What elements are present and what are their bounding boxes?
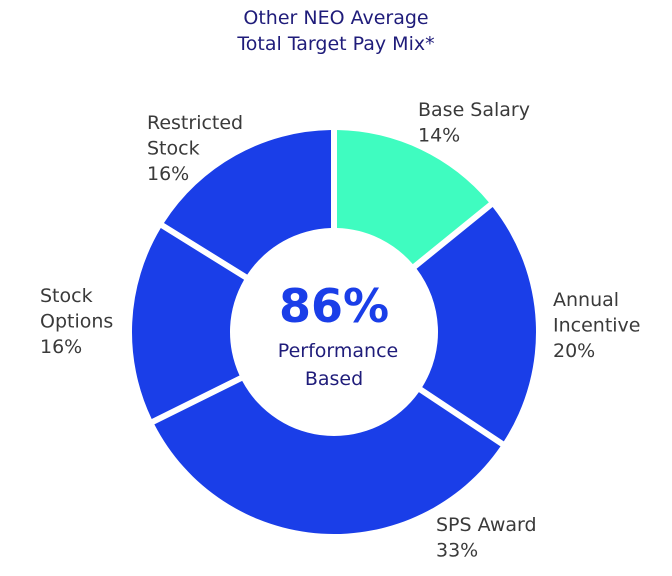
slice-base-salary (336, 130, 489, 265)
label-annual-incentive: Annual Incentive 20% (553, 289, 641, 362)
label-pct-annual-incentive: 20% (553, 340, 595, 362)
label-stock-options: Stock Options 16% (40, 285, 113, 358)
slice-annual-incentive (416, 206, 536, 442)
label-name-stock-options: Stock (40, 285, 93, 307)
center-line-1: Performance (278, 340, 398, 362)
label-name-sps-award: SPS Award (436, 514, 537, 536)
label-pct-base-salary: 14% (418, 125, 460, 147)
center-line-2: Based (305, 368, 363, 390)
label-name-restricted-stock: Stock (147, 138, 200, 160)
label-name-base-salary: Base Salary (418, 99, 530, 121)
label-restricted-stock: Restricted Stock 16% (147, 112, 243, 185)
label-pct-stock-options: 16% (40, 336, 82, 358)
label-name-annual-incentive: Incentive (553, 315, 641, 337)
chart-title-line-2: Total Target Pay Mix* (237, 33, 435, 55)
label-name-stock-options: Options (40, 311, 113, 333)
label-sps-award: SPS Award 33% (436, 514, 537, 562)
label-name-restricted-stock: Restricted (147, 112, 243, 134)
chart-title-line-1: Other NEO Average (243, 7, 429, 29)
chart-title: Other NEO Average Total Target Pay Mix* (0, 5, 672, 57)
label-base-salary: Base Salary 14% (418, 99, 530, 147)
slice-sps-award (154, 380, 501, 534)
label-pct-sps-award: 33% (436, 540, 478, 562)
donut-slices (131, 130, 536, 534)
slice-labels: Base Salary 14% Annual Incentive 20% SPS Awar… (40, 99, 641, 562)
label-name-annual-incentive: Annual (553, 289, 619, 311)
slice-restricted-stock (163, 130, 332, 275)
center-value: 86% (279, 279, 389, 333)
slice-stock-options (131, 228, 245, 420)
center-text: 86% Performance Based (278, 279, 398, 390)
label-pct-restricted-stock: 16% (147, 163, 189, 185)
